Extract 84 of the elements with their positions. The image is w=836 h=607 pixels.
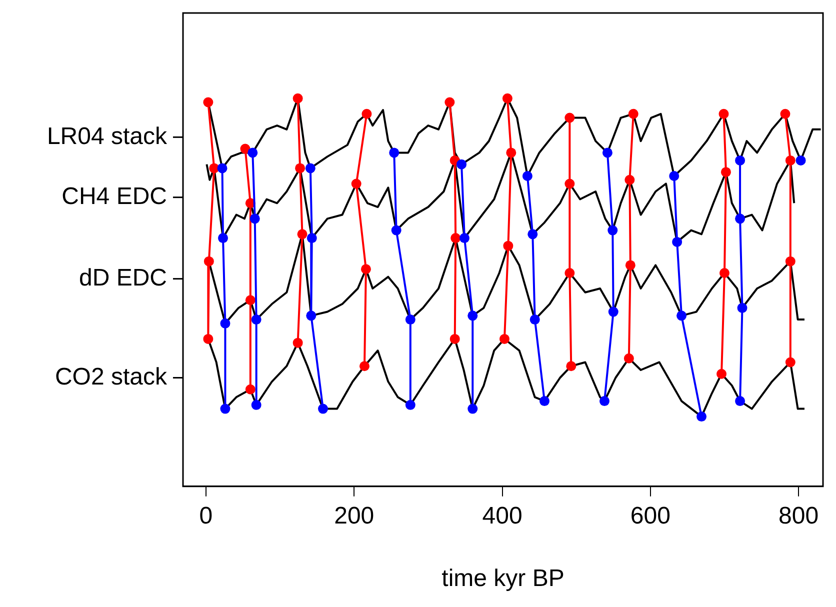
- point: [625, 260, 636, 270]
- point: [624, 353, 634, 364]
- point: [737, 302, 748, 313]
- point: [351, 178, 362, 189]
- point: [245, 295, 256, 306]
- x-tick-label: 400: [482, 502, 522, 530]
- point: [292, 338, 303, 348]
- point: [608, 225, 618, 236]
- point: [318, 404, 328, 414]
- point: [735, 396, 746, 406]
- point: [528, 229, 538, 240]
- point: [718, 108, 729, 119]
- x-tick-label: 800: [778, 502, 819, 530]
- point: [530, 314, 540, 325]
- point: [566, 361, 576, 372]
- point: [502, 93, 512, 104]
- point: [203, 97, 214, 108]
- point: [203, 334, 214, 344]
- point: [499, 334, 510, 344]
- point: [785, 155, 796, 166]
- point: [669, 170, 680, 181]
- legend-label: CH4 EDC: [62, 182, 167, 210]
- point: [522, 170, 532, 181]
- point: [359, 361, 370, 372]
- point: [506, 148, 516, 158]
- x-tick-label: 0: [199, 502, 213, 530]
- point: [785, 357, 796, 368]
- point: [624, 174, 635, 185]
- point: [306, 310, 316, 321]
- x-tick-label: 600: [630, 502, 670, 530]
- point: [444, 97, 455, 108]
- point: [245, 384, 256, 394]
- point: [735, 155, 746, 166]
- point: [405, 314, 416, 325]
- point: [250, 214, 260, 224]
- point: [564, 112, 575, 123]
- point: [628, 108, 638, 119]
- point: [240, 144, 250, 154]
- point: [456, 159, 467, 170]
- point: [539, 396, 550, 406]
- point: [602, 148, 612, 158]
- point: [292, 93, 303, 104]
- legend-label: CO2 stack: [54, 363, 168, 390]
- point: [564, 268, 575, 278]
- point: [720, 167, 731, 178]
- point: [780, 108, 790, 119]
- point: [389, 148, 400, 158]
- point: [672, 236, 682, 247]
- legend-label: dD EDC: [78, 264, 167, 292]
- point: [450, 233, 461, 244]
- point: [251, 314, 262, 325]
- x-axis-title: time kyr BP: [442, 565, 564, 592]
- point: [608, 306, 618, 317]
- point: [297, 229, 308, 240]
- point: [599, 396, 610, 406]
- point: [564, 178, 575, 189]
- point: [360, 264, 371, 274]
- point: [735, 214, 746, 224]
- point: [220, 318, 230, 328]
- point: [459, 233, 470, 244]
- point: [306, 233, 317, 244]
- x-tick-label: 200: [334, 502, 374, 530]
- point: [218, 233, 228, 244]
- point: [220, 404, 230, 414]
- point: [796, 155, 806, 166]
- point: [248, 148, 258, 158]
- legend-label: LR04 stack: [46, 122, 168, 150]
- point: [305, 163, 316, 174]
- point: [391, 225, 402, 236]
- point: [676, 310, 687, 321]
- point: [450, 334, 460, 344]
- point: [503, 240, 514, 251]
- point: [716, 368, 727, 379]
- point: [295, 163, 306, 174]
- point: [696, 412, 707, 422]
- point: [204, 256, 214, 266]
- point: [468, 310, 478, 321]
- point: [251, 400, 262, 410]
- point: [468, 404, 478, 414]
- point: [719, 268, 730, 278]
- point: [362, 108, 372, 119]
- point: [785, 256, 796, 266]
- point: [405, 400, 416, 410]
- point: [217, 163, 228, 174]
